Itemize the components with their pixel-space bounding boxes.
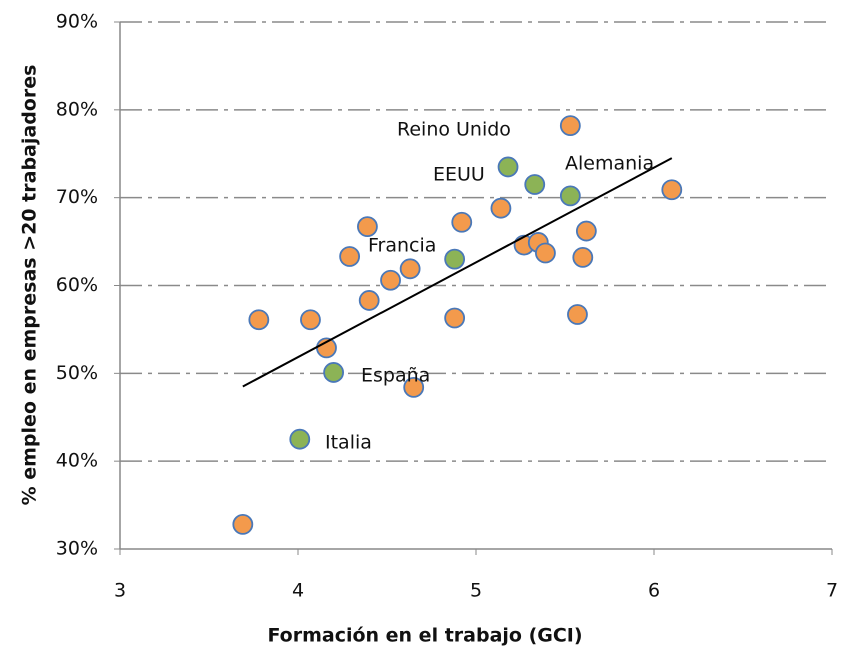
point: [360, 291, 379, 310]
y-axis-title: % empleo en empresas >20 trabajadores: [19, 65, 41, 506]
point: [662, 180, 681, 199]
y-tick-label: 30%: [56, 538, 98, 560]
point: [452, 213, 471, 232]
x-tick-label: 4: [292, 580, 304, 602]
y-tick-label: 60%: [56, 274, 98, 296]
annotation: Francia: [368, 235, 436, 257]
y-tick-label: 50%: [56, 362, 98, 384]
point: [358, 217, 377, 236]
point: [568, 305, 587, 324]
y-tick-label: 40%: [56, 450, 98, 472]
y-tick-label: 80%: [56, 98, 98, 120]
x-tick-label: 7: [826, 580, 838, 602]
point: [561, 116, 580, 135]
point: [573, 248, 592, 267]
point: [445, 250, 464, 269]
y-tick-label: 70%: [56, 186, 98, 208]
point: [233, 515, 252, 534]
annotation: Reino Unido: [397, 119, 511, 141]
point: [536, 244, 555, 263]
trend-line: [243, 158, 672, 386]
chart: Formación en el trabajo (GCI) % empleo e…: [0, 0, 845, 656]
point: [301, 310, 320, 329]
x-tick-label: 5: [470, 580, 482, 602]
point: [249, 310, 268, 329]
annotation: Alemania: [565, 153, 654, 175]
point: [445, 308, 464, 327]
annotation: España: [361, 365, 430, 387]
point: [324, 363, 343, 382]
point: [561, 186, 580, 205]
point: [491, 199, 510, 218]
point: [401, 259, 420, 278]
point: [381, 271, 400, 290]
point: [340, 247, 359, 266]
x-tick-label: 6: [648, 580, 660, 602]
point: [525, 175, 544, 194]
x-tick-label: 3: [114, 580, 126, 602]
point: [577, 222, 596, 241]
point: [499, 157, 518, 176]
point: [290, 430, 309, 449]
x-axis-title: Formación en el trabajo (GCI): [267, 625, 582, 647]
y-tick-label: 90%: [56, 11, 98, 33]
annotation: Italia: [325, 432, 372, 454]
annotation: EEUU: [433, 164, 485, 186]
